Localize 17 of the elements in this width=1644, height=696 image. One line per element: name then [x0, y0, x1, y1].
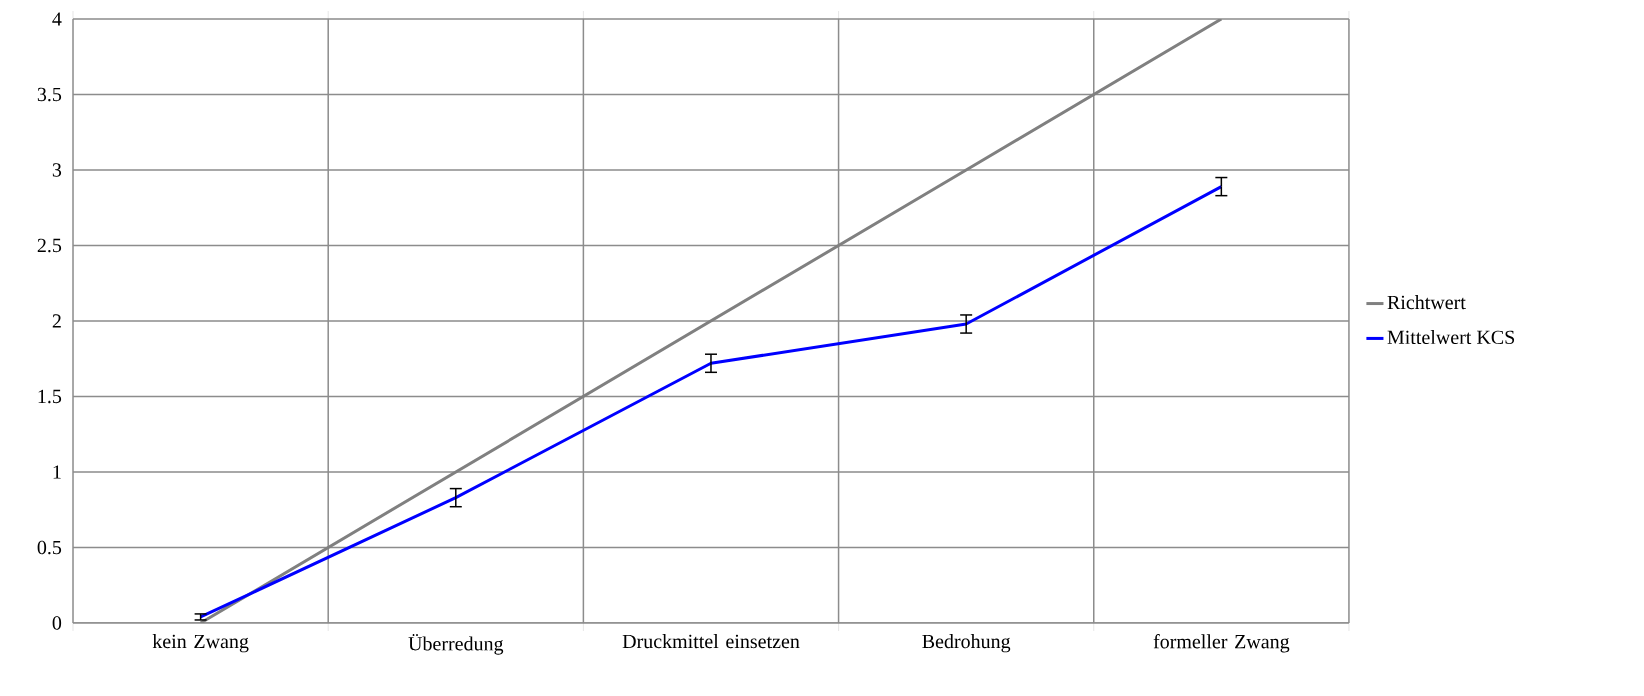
x-tick-label: Druckmittel einsetzen	[622, 634, 800, 649]
y-tick-label: 0	[52, 616, 62, 630]
x-tick-label: Überredung	[408, 634, 504, 655]
legend-label: Richtwert	[1387, 295, 1466, 310]
y-tick-label: 3.5	[37, 87, 62, 102]
y-tick-label: 2	[52, 314, 61, 328]
x-tick-label: kein Zwang	[152, 634, 249, 653]
x-tick-label: formeller Zwang	[1153, 634, 1290, 653]
y-tick-label: 0.5	[37, 540, 62, 555]
y-tick-label: 2.5	[37, 238, 62, 253]
y-tick-label: 3	[52, 163, 62, 177]
y-tick-label: 4	[52, 12, 62, 26]
x-tick-label: Bedrohung	[922, 634, 1011, 653]
y-tick-label: 1	[53, 465, 61, 479]
legend-label: Mittelwert KCS	[1387, 329, 1515, 345]
line-series	[199, 185, 1223, 619]
y-tick-label: 1.5	[38, 389, 62, 404]
